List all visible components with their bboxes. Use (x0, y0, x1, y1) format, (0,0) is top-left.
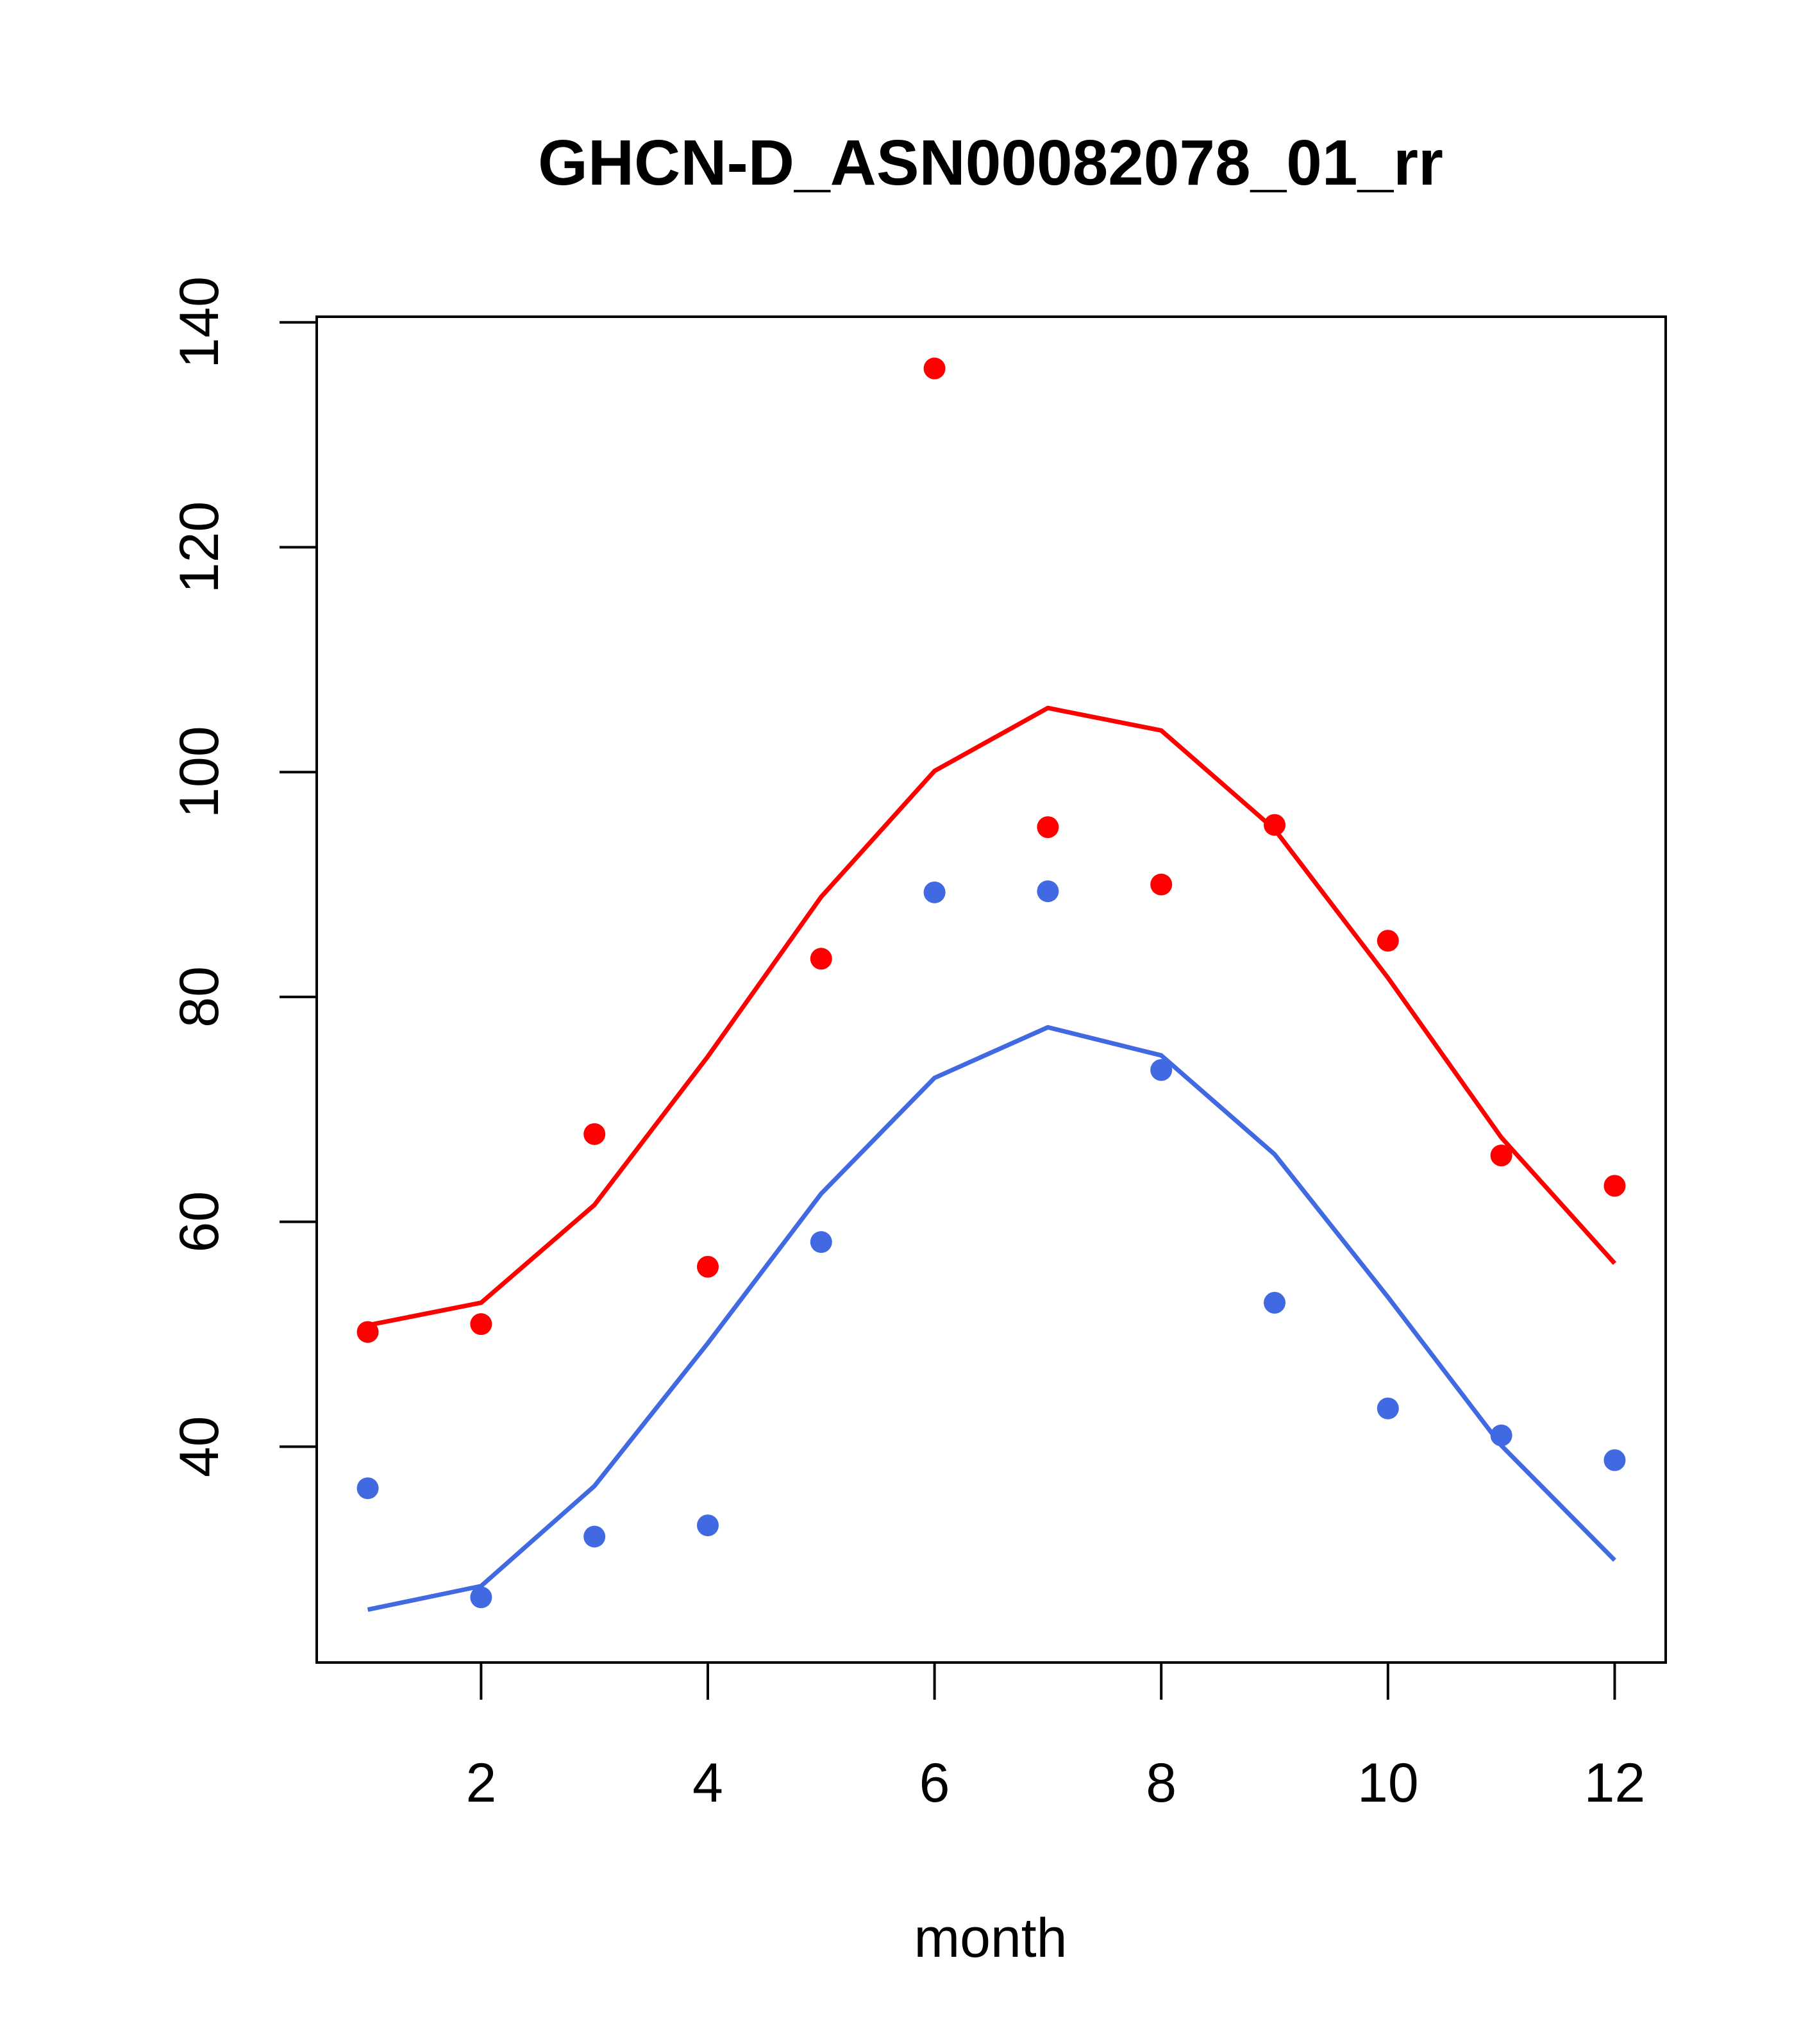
y-axis: 40 60 80 100 120 140 (169, 276, 318, 1477)
x-axis-label: month (914, 1907, 1067, 1969)
data-point (1037, 880, 1059, 903)
x-tick-label: 4 (692, 1752, 723, 1814)
data-point (923, 881, 946, 903)
x-tick-label: 6 (919, 1752, 950, 1814)
x-tick-label: 8 (1146, 1752, 1176, 1814)
y-tick-label: 100 (169, 726, 230, 818)
y-tick-label: 140 (169, 276, 230, 369)
data-point (470, 1586, 492, 1609)
x-axis: 2 4 6 8 10 12 (465, 1661, 1646, 1814)
data-point (1377, 1397, 1399, 1420)
y-tick-label: 60 (169, 1191, 230, 1253)
y-tick-label: 80 (169, 966, 230, 1028)
data-point (1150, 1059, 1173, 1081)
data-point (1490, 1144, 1512, 1167)
data-point (583, 1123, 606, 1145)
x-tick-label: 10 (1357, 1752, 1419, 1814)
data-point (1377, 930, 1399, 952)
data-point (356, 1477, 379, 1500)
y-tick-label: 40 (169, 1416, 230, 1477)
data-point (696, 1514, 719, 1537)
y-tick-label: 120 (169, 501, 230, 594)
data-point (1150, 873, 1173, 896)
x-tick-label: 12 (1584, 1752, 1646, 1814)
data-point (1264, 1291, 1286, 1314)
data-point (583, 1525, 606, 1548)
data-point (1264, 814, 1286, 836)
data-point (923, 357, 946, 380)
series-line (367, 1025, 1616, 1613)
data-point (1037, 816, 1059, 839)
series-layer (356, 357, 1626, 1613)
data-point (1603, 1175, 1626, 1197)
data-point (696, 1255, 719, 1278)
plot-frame (315, 315, 1667, 1664)
chart-title: GHCN-D_ASN00082078_01_rr (538, 127, 1443, 199)
data-point (470, 1313, 492, 1336)
data-point (810, 1231, 832, 1253)
x-tick-label: 2 (465, 1752, 496, 1814)
data-point (356, 1321, 379, 1343)
data-point (1603, 1449, 1626, 1471)
data-point (810, 948, 832, 970)
series-line (367, 705, 1617, 1328)
